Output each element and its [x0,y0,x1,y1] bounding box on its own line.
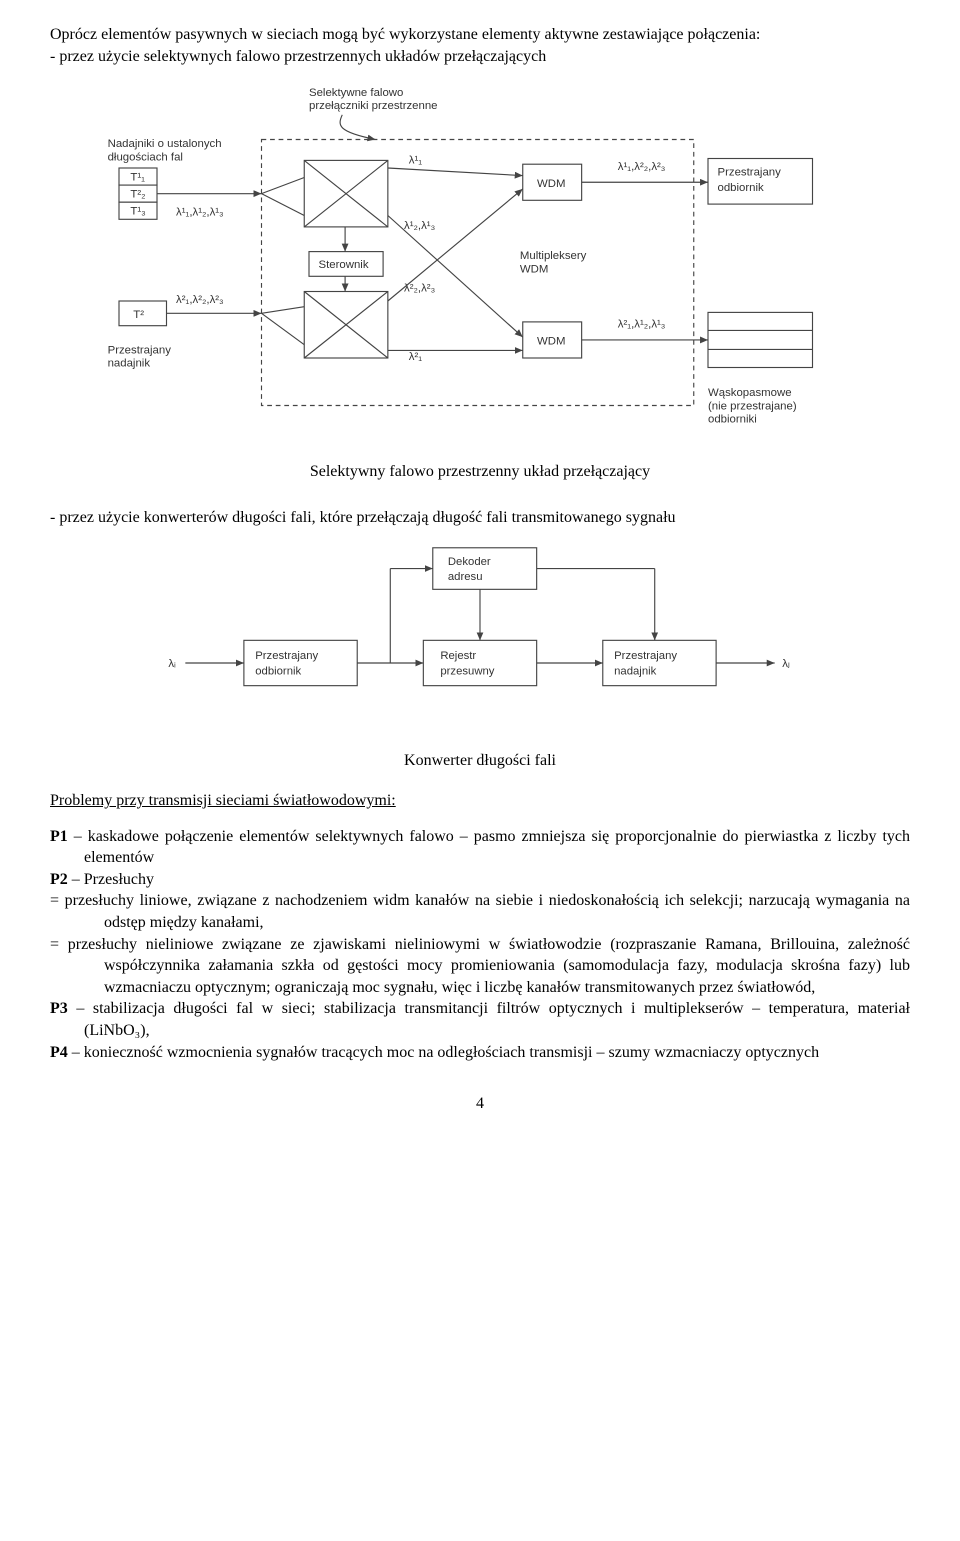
rxA-l2: nadajnik [108,358,151,370]
dec-l2: adresu [448,571,483,583]
svg-text:λ¹₁,λ¹₂,λ¹₃: λ¹₁,λ¹₂,λ¹₃ [176,207,224,219]
tx-l1: Przestrajany [614,651,677,663]
reg-l2: przesuwny [440,666,494,678]
svg-text:WDM: WDM [537,336,565,348]
fig1-title-l2: przełączniki przestrzenne [309,100,438,112]
svg-text:Sterownik: Sterownik [319,259,369,271]
svg-text:T¹₃: T¹₃ [130,206,145,218]
page-number: 4 [50,1093,910,1115]
p1: P1 – kaskadowe połączenie elementów sele… [50,828,910,867]
svg-text:λ²₁,λ²₂,λ²₃: λ²₁,λ²₂,λ²₃ [176,294,224,306]
figure-2: .bx{fill:#fff;stroke:#444;stroke-width:1… [50,534,910,724]
svg-text:T¹₁: T¹₁ [130,172,145,184]
svg-text:T²₂: T²₂ [130,189,145,201]
svg-text:λⱼ: λⱼ [782,658,790,670]
rx-narrow-l2: (nie przestrajane) [708,400,797,412]
problems-heading: Problemy przy transmisji sieciami światł… [50,792,396,809]
svg-text:λ¹₂,λ¹₃: λ¹₂,λ¹₃ [404,220,435,232]
svg-text:λ²₁: λ²₁ [409,351,422,363]
eq2: = przesłuchy nieliniowe związane ze zjaw… [50,934,910,999]
rx-l1: Przestrajany [255,651,318,663]
tx-title-l2: długościach fal [108,152,183,164]
rx-l2: odbiornik [255,666,301,678]
svg-text:T²: T² [133,309,144,321]
svg-text:λ¹₁: λ¹₁ [409,154,422,166]
p2: P2 – Przesłuchy [50,871,154,888]
intro-line1: Oprócz elementów pasywnych w sieciach mo… [50,24,910,46]
figure-1: .bx{fill:#fff;stroke:#444;stroke-width:1… [50,73,910,453]
mux-l2: WDM [520,264,548,276]
rx-tune-l1: Przestrajany [718,167,782,179]
rxA-l1: Przestrajany [108,344,172,356]
tx-l2: nadajnik [614,666,657,678]
intro-line2: - przez użycie selektywnych falowo przes… [50,46,910,68]
reg-l1: Rejestr [440,651,476,663]
rx-narrow-l1: Wąskopasmowe [708,387,792,399]
svg-text:λ¹₁,λ²₂,λ²₃: λ¹₁,λ²₂,λ²₃ [618,161,666,173]
mid-line: - przez użycie konwerterów długości fali… [50,507,910,529]
p4: P4 – konieczność wzmocnienia sygnałów tr… [50,1044,819,1061]
svg-text:λᵢ: λᵢ [168,658,176,670]
svg-text:WDM: WDM [537,178,565,190]
tx-title-l1: Nadajniki o ustalonych [108,138,222,150]
rx-tune-l2: odbiornik [718,182,765,194]
eq1: = przesłuchy liniowe, związane z nachodz… [50,890,910,933]
mux-l1: Multipleksery [520,250,587,262]
dec-l1: Dekoder [448,556,491,568]
svg-text:λ²₁,λ¹₂,λ¹₃: λ²₁,λ¹₂,λ¹₃ [618,319,666,331]
p3: P3 – stabilizacja długości fal w sieci; … [50,1000,910,1039]
fig1-title-l1: Selektywne falowo [309,87,403,99]
fig1-caption: Selektywny falowo przestrzenny układ prz… [50,461,910,483]
fig2-caption: Konwerter długości fali [50,750,910,772]
rx-narrow-l3: odbiorniki [708,414,757,426]
